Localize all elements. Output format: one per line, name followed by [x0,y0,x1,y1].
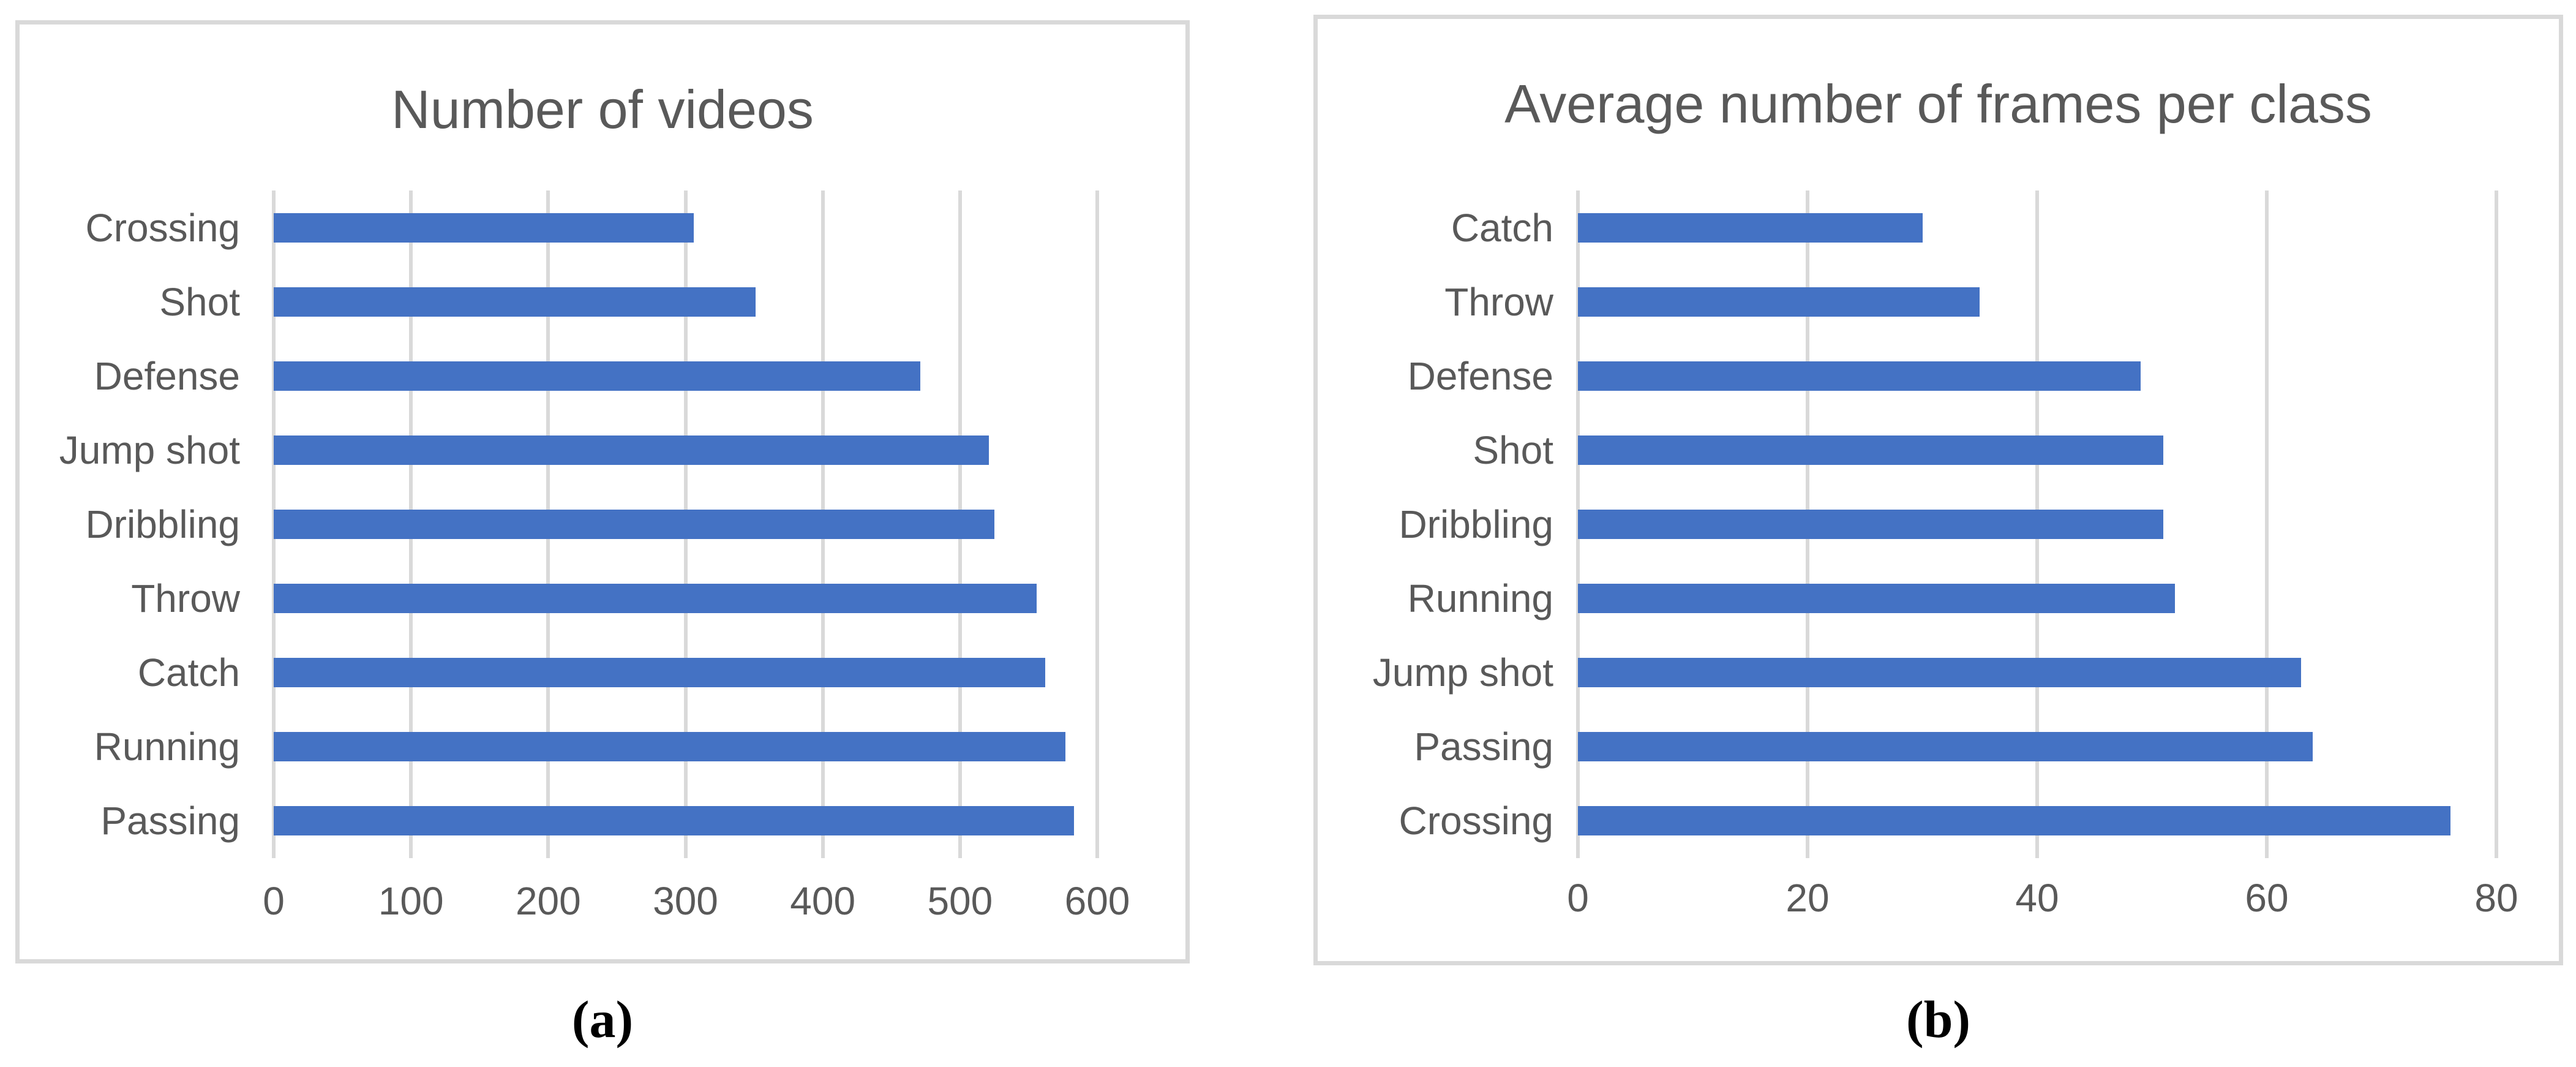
category-label: Shot [1473,428,1553,472]
bar [1578,806,2450,836]
bar-row [1578,487,2496,561]
bar [1578,509,2164,539]
x-tick-label: 0 [263,879,285,923]
category-label: Throw [1444,279,1553,324]
bar-row [1578,339,2496,413]
category-label: Running [1407,576,1553,621]
x-tick-label: 500 [927,879,993,923]
chart-title: Number of videos [391,79,814,140]
category-label: Jump shot [59,428,240,472]
plot-area [272,190,1099,858]
x-tick-label: 0 [1567,876,1589,920]
bars [1578,190,2496,858]
x-tick-label: 300 [653,879,718,923]
category-label: Crossing [1399,799,1553,843]
category-label: Jump shot [1372,650,1553,695]
bar [1578,361,2141,391]
bar-row [1578,784,2496,858]
x-tick-label: 40 [2015,876,2059,920]
category-label: Dribbling [85,502,240,546]
chart-title: Average number of frames per class [1504,74,2372,134]
gridline [1095,190,1099,858]
gridline [2265,190,2269,858]
bar [274,732,1066,762]
category-labels: Catch Throw Defense Shot Dribbling Running Jum… [1318,190,1578,858]
bar-row [1578,636,2496,710]
bar [274,435,989,465]
bar [1578,658,2302,688]
bar-row [274,487,1097,561]
category-label: Dribbling [1399,502,1553,546]
bar-row [1578,190,2496,265]
bar-row [1578,562,2496,636]
chart-panel-frames: Average number of frames per class Catch… [1313,15,2563,965]
bar [274,806,1074,836]
category-label: Throw [131,576,240,621]
x-tick-label: 600 [1064,879,1130,923]
bar [274,361,920,391]
bar-row [274,710,1097,784]
bar-row [1578,413,2496,487]
category-label: Catch [137,650,240,695]
chart-panel-videos: Number of videos Crossing Shot Defense Jump… [15,20,1190,963]
bar-row [274,413,1097,487]
bar [1578,287,1980,317]
bars [274,190,1097,858]
x-tick-label: 20 [1786,876,1830,920]
gridline [2495,190,2498,858]
bar-row [1578,265,2496,339]
category-label: Crossing [85,205,240,250]
bar [1578,732,2313,762]
bar-row [274,784,1097,858]
bar [274,213,694,243]
x-tick-label: 60 [2245,876,2289,920]
subfigure-caption-a: (a) [571,990,634,1049]
category-labels: Crossing Shot Defense Jump shot Dribbling Thr… [20,190,274,858]
x-tick-label: 100 [378,879,444,923]
bar-row [274,339,1097,413]
bar-row [274,636,1097,710]
bar [1578,584,2175,614]
plot-area [1576,190,2498,858]
x-axis: 0 100 200 300 400 500 600 [263,867,1130,935]
category-label: Catch [1451,205,1553,250]
bar [1578,435,2164,465]
bar [274,658,1045,688]
bar-row [1578,710,2496,784]
x-tick-label: 80 [2474,876,2518,920]
bar [274,584,1037,614]
x-axis: 0 20 40 60 80 [1567,864,2518,932]
subfigure-caption-b: (b) [1906,990,1971,1049]
category-label: Passing [1414,725,1553,769]
category-label: Passing [100,799,240,843]
x-tick-label: 400 [790,879,856,923]
bar-row [274,265,1097,339]
category-label: Defense [94,353,240,398]
bar [274,287,756,317]
bar-row [274,190,1097,265]
category-label: Shot [159,279,240,324]
x-tick-label: 200 [515,879,581,923]
bar [274,509,994,539]
bar-row [274,562,1097,636]
bar [1578,213,1923,243]
category-label: Running [94,725,240,769]
category-label: Defense [1407,353,1553,398]
